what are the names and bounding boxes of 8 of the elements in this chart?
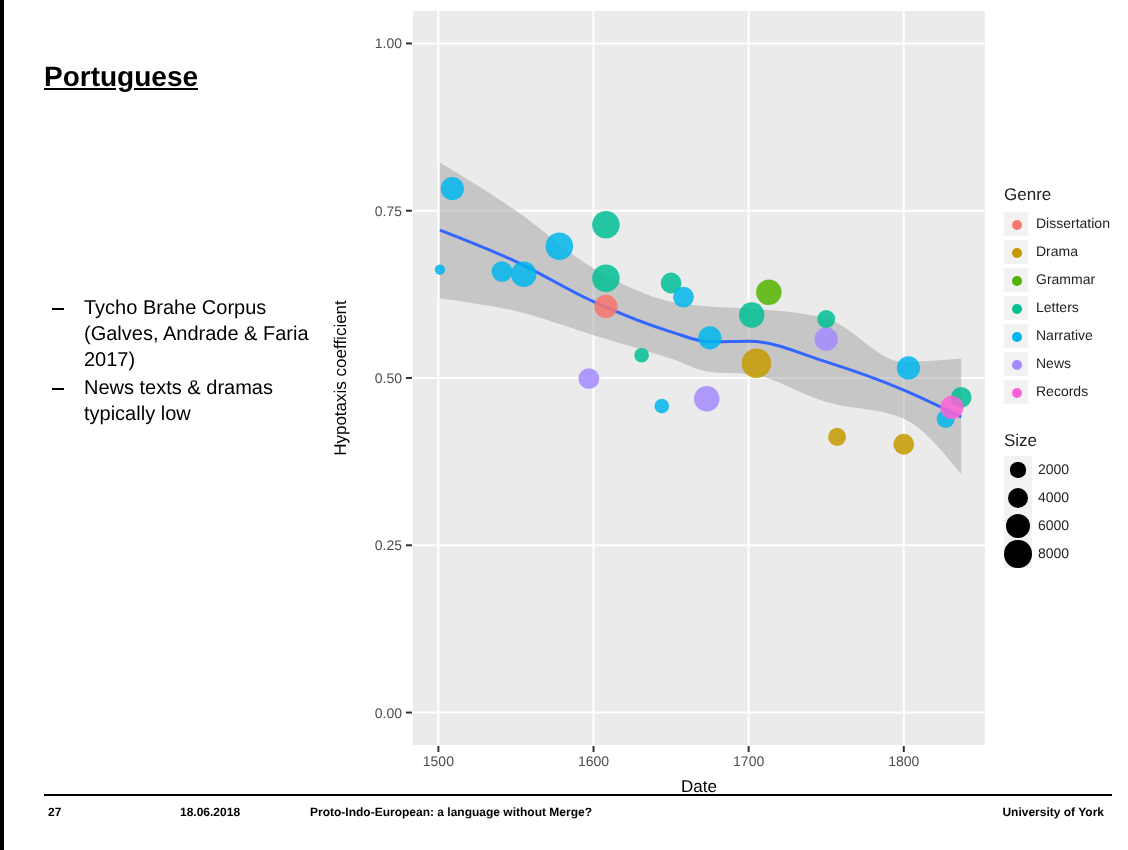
text: Size <box>1004 430 1040 450</box>
line-series <box>438 228 963 419</box>
text: Tycho Brahe Corpus (Galves, Andrade & Faria 2017) <box>84 296 311 374</box>
y-axis-title: Hypotaxis coefficient <box>330 298 351 456</box>
text: News texts & dramas typically low <box>84 376 275 428</box>
legend-title: Genre <box>1004 184 1054 204</box>
text: Portuguese <box>44 60 199 92</box>
x-axis-title: Date <box>681 776 718 796</box>
